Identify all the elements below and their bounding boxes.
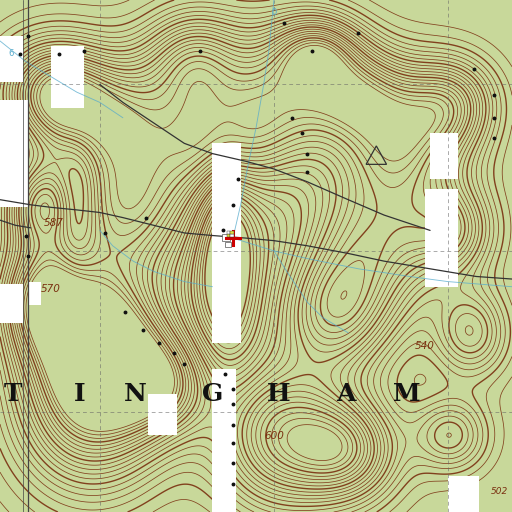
- Bar: [51, 46, 84, 108]
- Bar: [28, 282, 41, 305]
- Bar: [230, 234, 234, 237]
- Text: 0: 0: [271, 8, 276, 17]
- Bar: [227, 234, 230, 237]
- Text: T: T: [4, 382, 22, 406]
- Bar: [430, 133, 458, 179]
- Text: 587: 587: [44, 218, 63, 228]
- Text: M: M: [393, 382, 421, 406]
- Text: G: G: [202, 382, 223, 406]
- Bar: [212, 369, 236, 410]
- Bar: [230, 231, 234, 234]
- Bar: [225, 242, 231, 247]
- Text: 502: 502: [490, 487, 508, 496]
- Bar: [448, 476, 479, 512]
- Text: H: H: [267, 382, 291, 406]
- Text: A: A: [336, 382, 355, 406]
- Bar: [0, 284, 23, 323]
- Bar: [222, 234, 230, 241]
- Text: 570: 570: [41, 284, 61, 294]
- Bar: [0, 100, 28, 207]
- Bar: [0, 36, 23, 82]
- Text: 540: 540: [415, 340, 435, 351]
- Text: 6: 6: [9, 49, 14, 58]
- Bar: [212, 143, 241, 343]
- Bar: [425, 189, 458, 287]
- Bar: [227, 231, 230, 234]
- Bar: [148, 394, 177, 435]
- Text: N: N: [124, 382, 147, 406]
- Bar: [212, 461, 236, 512]
- Bar: [212, 410, 236, 461]
- Text: 600: 600: [264, 431, 284, 441]
- Text: I: I: [74, 382, 85, 406]
